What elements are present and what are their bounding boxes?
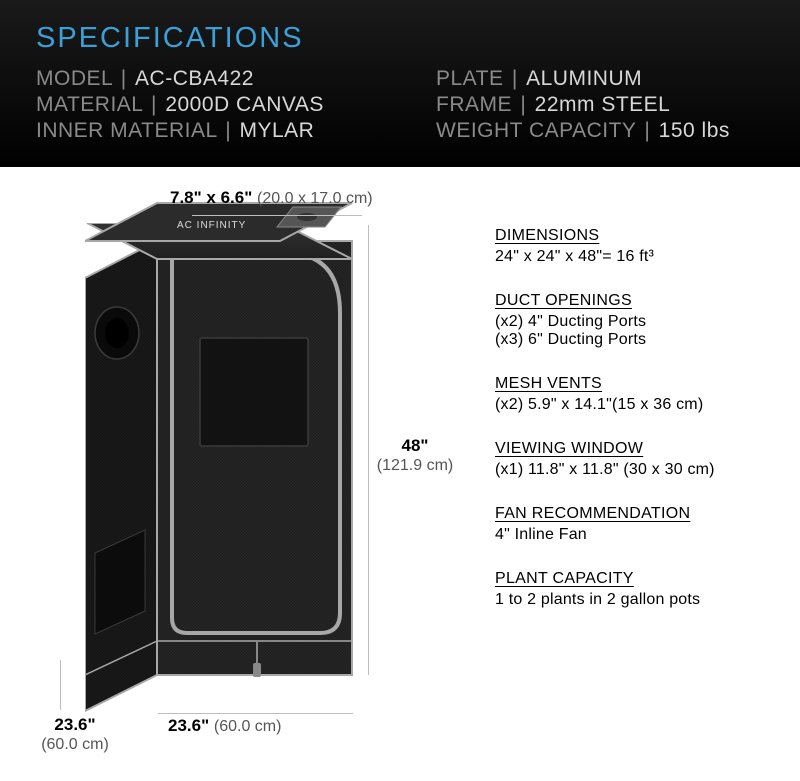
detail-block: PLANT CAPACITY 1 to 2 plants in 2 gallon…: [495, 570, 780, 609]
spec-separator: |: [225, 119, 237, 142]
spec-col-right: PLATE | ALUMINUM FRAME | 22mm STEEL WEIG…: [436, 67, 730, 143]
lower-section: AC INFINITY 7.8" x 6.6" (20.0 x 17.0 cm)…: [0, 167, 800, 765]
dimension-value: 23.6": [30, 714, 120, 735]
spec-row: MATERIAL | 2000D CANVAS: [36, 93, 406, 117]
dimension-guide: [192, 215, 362, 216]
detail-block: FAN RECOMMENDATION 4" Inline Fan: [495, 505, 780, 544]
dimension-width: 23.6" (60.0 cm): [168, 715, 308, 737]
detail-title: FAN RECOMMENDATION: [495, 505, 780, 523]
detail-block: DIMENSIONS 24" x 24" x 48"= 16 ft³: [495, 227, 780, 266]
detail-line: 4" Inline Fan: [495, 526, 780, 544]
page-title: SPECIFICATIONS: [36, 22, 764, 55]
dimension-sub: (20.0 x 17.0 cm): [257, 190, 373, 207]
dimension-sub: (60.0 cm): [214, 718, 282, 735]
detail-block: DUCT OPENINGS (x2) 4" Ducting Ports (x3)…: [495, 292, 780, 349]
tent-illustration: AC INFINITY: [85, 223, 365, 718]
spec-row: FRAME | 22mm STEEL: [436, 93, 730, 117]
spec-col-left: MODEL | AC-CBA422 MATERIAL | 2000D CANVA…: [36, 67, 406, 143]
spec-separator: |: [520, 93, 532, 116]
spec-separator: |: [644, 119, 656, 142]
detail-line: (x1) 11.8" x 11.8" (30 x 30 cm): [495, 461, 780, 479]
dimension-depth: 23.6" (60.0 cm): [30, 714, 120, 755]
spec-label: PLATE: [436, 67, 503, 90]
spec-label: MATERIAL: [36, 93, 143, 116]
detail-line: (x3) 6" Ducting Ports: [495, 331, 780, 349]
detail-line: (x2) 5.9" x 14.1"(15 x 36 cm): [495, 396, 780, 414]
spec-separator: |: [512, 67, 524, 90]
detail-title: VIEWING WINDOW: [495, 440, 780, 458]
spec-value: 22mm STEEL: [535, 93, 671, 116]
spec-value: AC-CBA422: [135, 67, 254, 90]
spec-value: MYLAR: [240, 119, 315, 142]
dimension-guide: [158, 713, 353, 714]
spec-label: FRAME: [436, 93, 512, 116]
spec-label: MODEL: [36, 67, 112, 90]
detail-line: 24" x 24" x 48"= 16 ft³: [495, 248, 780, 266]
dimension-sub: (60.0 cm): [30, 735, 120, 755]
spec-separator: |: [121, 67, 133, 90]
detail-line: 1 to 2 plants in 2 gallon pots: [495, 591, 780, 609]
detail-title: PLANT CAPACITY: [495, 570, 780, 588]
tent-svg: [85, 223, 365, 713]
dimension-guide: [368, 225, 369, 675]
dimension-sub: (121.9 cm): [370, 456, 460, 476]
detail-block: VIEWING WINDOW (x1) 11.8" x 11.8" (30 x …: [495, 440, 780, 479]
spec-row: MODEL | AC-CBA422: [36, 67, 406, 91]
spec-value: 150 lbs: [659, 119, 730, 142]
spec-row: WEIGHT CAPACITY | 150 lbs: [436, 119, 730, 143]
detail-line: (x2) 4" Ducting Ports: [495, 313, 780, 331]
dimension-height: 48" (121.9 cm): [370, 435, 460, 476]
detail-title: MESH VENTS: [495, 375, 780, 393]
detail-title: DUCT OPENINGS: [495, 292, 780, 310]
detail-block: MESH VENTS (x2) 5.9" x 14.1"(15 x 36 cm): [495, 375, 780, 414]
brand-label: AC INFINITY: [177, 220, 246, 231]
spec-separator: |: [151, 93, 163, 116]
dimension-value: 48": [370, 435, 460, 456]
detail-title: DIMENSIONS: [495, 227, 780, 245]
spec-row: PLATE | ALUMINUM: [436, 67, 730, 91]
spec-grid: MODEL | AC-CBA422 MATERIAL | 2000D CANVA…: [36, 67, 764, 143]
dimension-value: 7.8" x 6.6": [170, 188, 252, 207]
specs-header: SPECIFICATIONS MODEL | AC-CBA422 MATERIA…: [0, 0, 800, 167]
diagram-area: AC INFINITY 7.8" x 6.6" (20.0 x 17.0 cm)…: [0, 185, 460, 765]
details-panel: DIMENSIONS 24" x 24" x 48"= 16 ft³ DUCT …: [460, 185, 800, 765]
spec-value: ALUMINUM: [526, 67, 642, 90]
dimension-guide: [60, 660, 61, 710]
spec-label: WEIGHT CAPACITY: [436, 119, 636, 142]
spec-value: 2000D CANVAS: [165, 93, 324, 116]
spec-row: INNER MATERIAL | MYLAR: [36, 119, 406, 143]
dimension-value: 23.6": [168, 716, 209, 735]
dimension-top: 7.8" x 6.6" (20.0 x 17.0 cm): [170, 187, 390, 209]
spec-label: INNER MATERIAL: [36, 119, 217, 142]
